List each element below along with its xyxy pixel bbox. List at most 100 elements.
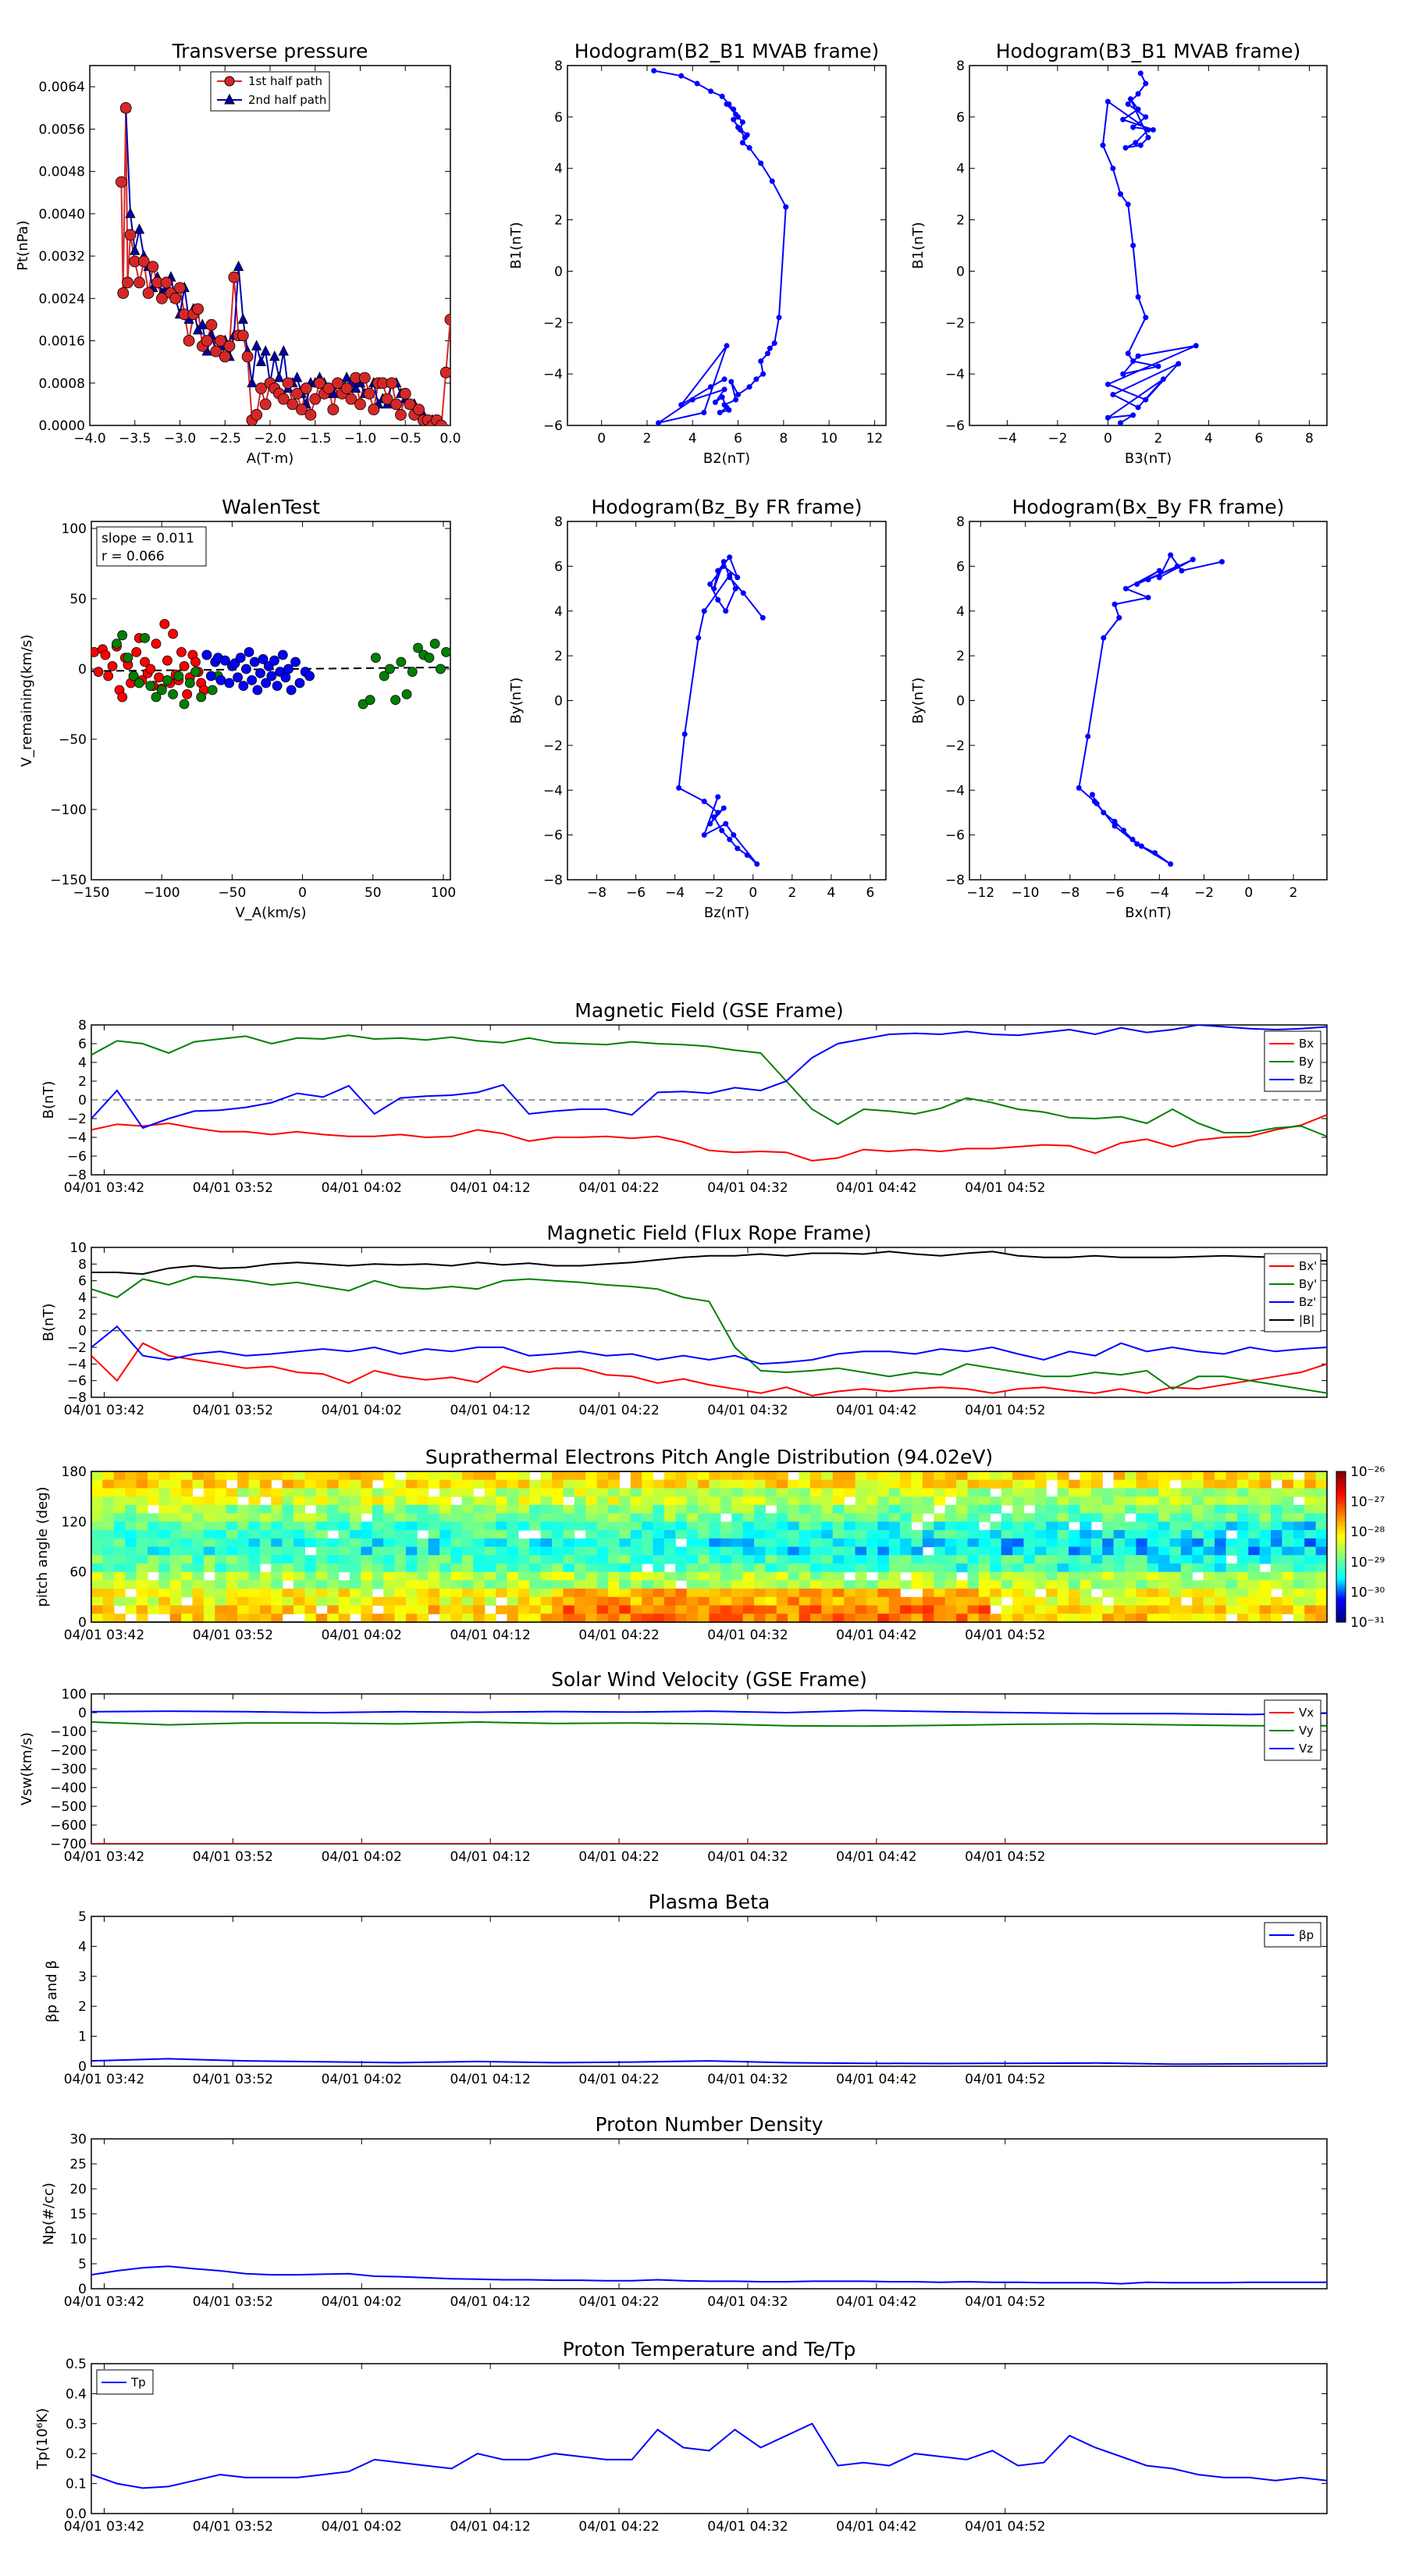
heatmap-cell bbox=[484, 1555, 496, 1564]
heatmap-cell bbox=[181, 1546, 194, 1556]
heatmap-cell bbox=[720, 1580, 732, 1589]
colorbar-segment bbox=[1336, 1612, 1346, 1615]
heatmap-cell bbox=[563, 1530, 575, 1539]
heatmap-cell bbox=[361, 1589, 373, 1598]
proton-temperature-title: Proton Temperature and Te/Tp bbox=[563, 2338, 856, 2361]
hodogram-b2-b1-point bbox=[735, 124, 742, 130]
heatmap-cell bbox=[428, 1589, 440, 1598]
heatmap-cell bbox=[405, 1496, 418, 1506]
heatmap-cell bbox=[338, 1580, 350, 1589]
heatmap-cell bbox=[799, 1471, 811, 1481]
colorbar-segment bbox=[1336, 1491, 1346, 1495]
walen-point-blue bbox=[255, 668, 265, 678]
hodogram-bx-by-point bbox=[1134, 841, 1140, 847]
heatmap-cell bbox=[799, 1530, 811, 1539]
heatmap-cell bbox=[102, 1513, 115, 1522]
heatmap-cell bbox=[776, 1479, 788, 1489]
y-tick-label: 5 bbox=[78, 2257, 87, 2272]
heatmap-cell bbox=[978, 1563, 991, 1573]
heatmap-cell bbox=[496, 1488, 508, 1497]
heatmap-cell bbox=[226, 1605, 238, 1614]
heatmap-cell bbox=[237, 1504, 250, 1514]
heatmap-cell bbox=[484, 1571, 496, 1581]
heatmap-cell bbox=[731, 1614, 744, 1623]
heatmap-cell bbox=[944, 1521, 957, 1531]
heatmap-cell bbox=[799, 1546, 811, 1556]
heatmap-cell bbox=[1293, 1513, 1305, 1522]
heatmap-cell bbox=[237, 1546, 250, 1556]
walen-point-green bbox=[156, 685, 167, 696]
hodogram-b2-b1-point bbox=[767, 345, 773, 351]
heatmap-cell bbox=[698, 1605, 710, 1614]
heatmap-cell bbox=[608, 1614, 620, 1623]
heatmap-cell bbox=[563, 1479, 575, 1489]
heatmap-cell bbox=[810, 1479, 822, 1489]
heatmap-cell bbox=[405, 1614, 418, 1623]
heatmap-cell bbox=[563, 1614, 575, 1623]
heatmap-cell bbox=[630, 1538, 642, 1548]
heatmap-cell bbox=[271, 1521, 283, 1531]
heatmap-cell bbox=[450, 1530, 463, 1539]
heatmap-cell bbox=[832, 1596, 845, 1606]
heatmap-cell bbox=[405, 1563, 418, 1573]
heatmap-cell bbox=[518, 1580, 530, 1589]
legend: Tp bbox=[96, 2369, 154, 2395]
walen-point-blue bbox=[280, 672, 291, 683]
data-point-2nd-half bbox=[260, 345, 271, 356]
hodogram-b2-b1-point bbox=[744, 132, 750, 138]
heatmap-cell bbox=[181, 1563, 194, 1573]
heatmap-cell bbox=[675, 1488, 688, 1497]
x-tick-label: 4 bbox=[827, 885, 836, 901]
heatmap-cell bbox=[1034, 1605, 1047, 1614]
hodogram-b2-b1-point bbox=[735, 391, 742, 397]
y-tick-label: −6 bbox=[543, 828, 563, 844]
legend-label: Vy bbox=[1299, 1724, 1314, 1738]
heatmap-cell bbox=[259, 1521, 272, 1531]
hodogram-b2-b1-point bbox=[783, 204, 789, 210]
y-tick-label: 8 bbox=[554, 514, 563, 530]
data-point-1st-half bbox=[277, 393, 290, 405]
x-tick-label: −2 bbox=[704, 885, 724, 901]
heatmap-cell bbox=[473, 1546, 486, 1556]
heatmap-cell bbox=[1236, 1571, 1249, 1581]
data-point-1st-half bbox=[322, 382, 335, 394]
hodogram-b3-b1-point bbox=[1135, 353, 1141, 359]
heatmap-cell bbox=[788, 1538, 800, 1548]
hodogram-bz-by-point bbox=[727, 836, 733, 842]
heatmap-cell bbox=[731, 1504, 744, 1514]
heatmap-cell bbox=[888, 1555, 901, 1564]
x-tick-label: 04/01 04:52 bbox=[965, 2294, 1045, 2310]
colorbar-segment bbox=[1336, 1584, 1346, 1588]
heatmap-cell bbox=[1271, 1471, 1282, 1481]
y-tick-label: 0.0008 bbox=[39, 376, 85, 392]
heatmap-cell bbox=[686, 1471, 699, 1481]
heatmap-cell bbox=[148, 1496, 159, 1506]
heatmap-cell bbox=[350, 1589, 361, 1598]
legend-label: |B| bbox=[1299, 1313, 1314, 1327]
hodogram-bz-by-point bbox=[727, 554, 733, 560]
heatmap-cell bbox=[394, 1546, 407, 1556]
heatmap-cell bbox=[226, 1580, 238, 1589]
heatmap-cell bbox=[967, 1521, 980, 1531]
x-tick-label: 04/01 04:02 bbox=[322, 1849, 402, 1865]
hodogram-bx-by-point bbox=[1145, 577, 1151, 583]
heatmap-cell bbox=[148, 1521, 159, 1531]
hodogram-b2-b1-point bbox=[728, 379, 735, 385]
heatmap-cell bbox=[720, 1530, 732, 1539]
heatmap-cell bbox=[799, 1513, 811, 1522]
heatmap-cell bbox=[1158, 1513, 1171, 1522]
heatmap-cell bbox=[1293, 1571, 1305, 1581]
heatmap-cell bbox=[327, 1563, 340, 1573]
hodogram-bz-by-point bbox=[701, 799, 707, 805]
heatmap-cell bbox=[585, 1513, 598, 1522]
heatmap-cell bbox=[1147, 1596, 1159, 1606]
heatmap-cell bbox=[1304, 1538, 1317, 1548]
proton-number-density-title: Proton Number Density bbox=[596, 2113, 823, 2136]
heatmap-cell bbox=[315, 1571, 328, 1581]
heatmap-cell bbox=[1293, 1488, 1305, 1497]
series-line-Vz bbox=[91, 1710, 1327, 1716]
heatmap-cell bbox=[461, 1546, 474, 1556]
hodogram-b2-b1-point bbox=[694, 80, 700, 87]
heatmap-cell bbox=[113, 1504, 126, 1514]
heatmap-cell bbox=[608, 1571, 620, 1581]
